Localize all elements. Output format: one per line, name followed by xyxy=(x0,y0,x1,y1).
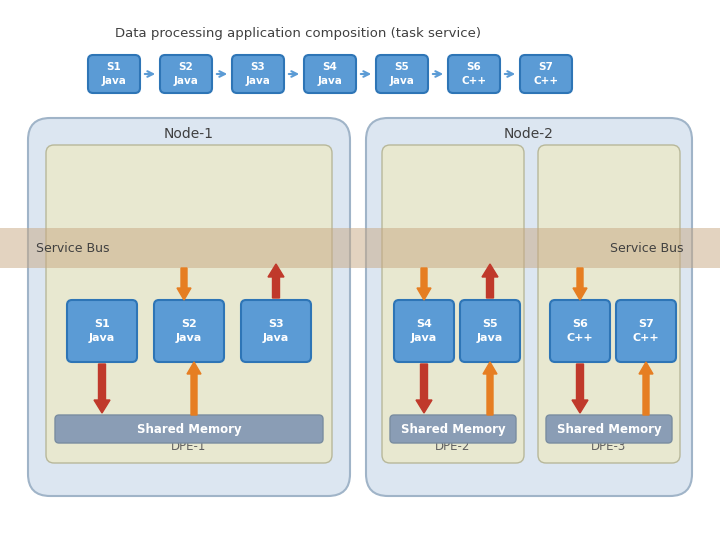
Text: S6
C++: S6 C++ xyxy=(567,319,593,343)
FancyBboxPatch shape xyxy=(154,300,224,362)
FancyBboxPatch shape xyxy=(28,118,350,496)
FancyArrow shape xyxy=(416,364,432,413)
FancyBboxPatch shape xyxy=(88,55,140,93)
Text: S1
Java: S1 Java xyxy=(102,62,127,86)
FancyBboxPatch shape xyxy=(460,300,520,362)
Text: DPE-2: DPE-2 xyxy=(436,441,471,454)
FancyBboxPatch shape xyxy=(550,300,610,362)
Text: DPE-1: DPE-1 xyxy=(171,441,207,454)
FancyArrow shape xyxy=(187,362,201,415)
FancyArrow shape xyxy=(417,268,431,300)
FancyArrow shape xyxy=(572,364,588,413)
Text: Shared Memory: Shared Memory xyxy=(401,422,505,435)
FancyBboxPatch shape xyxy=(46,145,332,463)
FancyBboxPatch shape xyxy=(304,55,356,93)
Bar xyxy=(0,228,720,268)
FancyBboxPatch shape xyxy=(241,300,311,362)
Text: DPE-3: DPE-3 xyxy=(591,441,626,454)
FancyArrow shape xyxy=(94,364,110,413)
FancyBboxPatch shape xyxy=(382,145,524,463)
FancyBboxPatch shape xyxy=(520,55,572,93)
Text: S7
C++: S7 C++ xyxy=(534,62,559,86)
Text: Node-1: Node-1 xyxy=(164,127,214,141)
FancyBboxPatch shape xyxy=(366,118,692,496)
Text: S1
Java: S1 Java xyxy=(89,319,115,343)
FancyArrow shape xyxy=(483,362,497,415)
Text: S2
Java: S2 Java xyxy=(176,319,202,343)
FancyBboxPatch shape xyxy=(376,55,428,93)
Text: S6
C++: S6 C++ xyxy=(462,62,487,86)
FancyBboxPatch shape xyxy=(55,415,323,443)
Text: S3
Java: S3 Java xyxy=(246,62,271,86)
Text: S2
Java: S2 Java xyxy=(174,62,199,86)
FancyArrow shape xyxy=(573,268,587,300)
Text: S3
Java: S3 Java xyxy=(263,319,289,343)
Text: Shared Memory: Shared Memory xyxy=(557,422,661,435)
FancyBboxPatch shape xyxy=(616,300,676,362)
FancyBboxPatch shape xyxy=(390,415,516,443)
FancyBboxPatch shape xyxy=(538,145,680,463)
Text: Service Bus: Service Bus xyxy=(36,241,109,254)
Text: Service Bus: Service Bus xyxy=(611,241,684,254)
FancyArrow shape xyxy=(482,264,498,298)
FancyBboxPatch shape xyxy=(232,55,284,93)
Text: Shared Memory: Shared Memory xyxy=(137,422,241,435)
Text: S4
Java: S4 Java xyxy=(411,319,437,343)
FancyArrow shape xyxy=(268,264,284,298)
FancyBboxPatch shape xyxy=(67,300,137,362)
Text: S5
Java: S5 Java xyxy=(390,62,415,86)
FancyBboxPatch shape xyxy=(394,300,454,362)
Text: Node-2: Node-2 xyxy=(504,127,554,141)
FancyArrow shape xyxy=(639,362,653,415)
Text: Data processing application composition (task service): Data processing application composition … xyxy=(115,26,481,39)
FancyBboxPatch shape xyxy=(160,55,212,93)
FancyArrow shape xyxy=(177,268,191,300)
FancyBboxPatch shape xyxy=(448,55,500,93)
Text: S7
C++: S7 C++ xyxy=(633,319,660,343)
Text: S4
Java: S4 Java xyxy=(318,62,343,86)
FancyBboxPatch shape xyxy=(546,415,672,443)
Text: S5
Java: S5 Java xyxy=(477,319,503,343)
